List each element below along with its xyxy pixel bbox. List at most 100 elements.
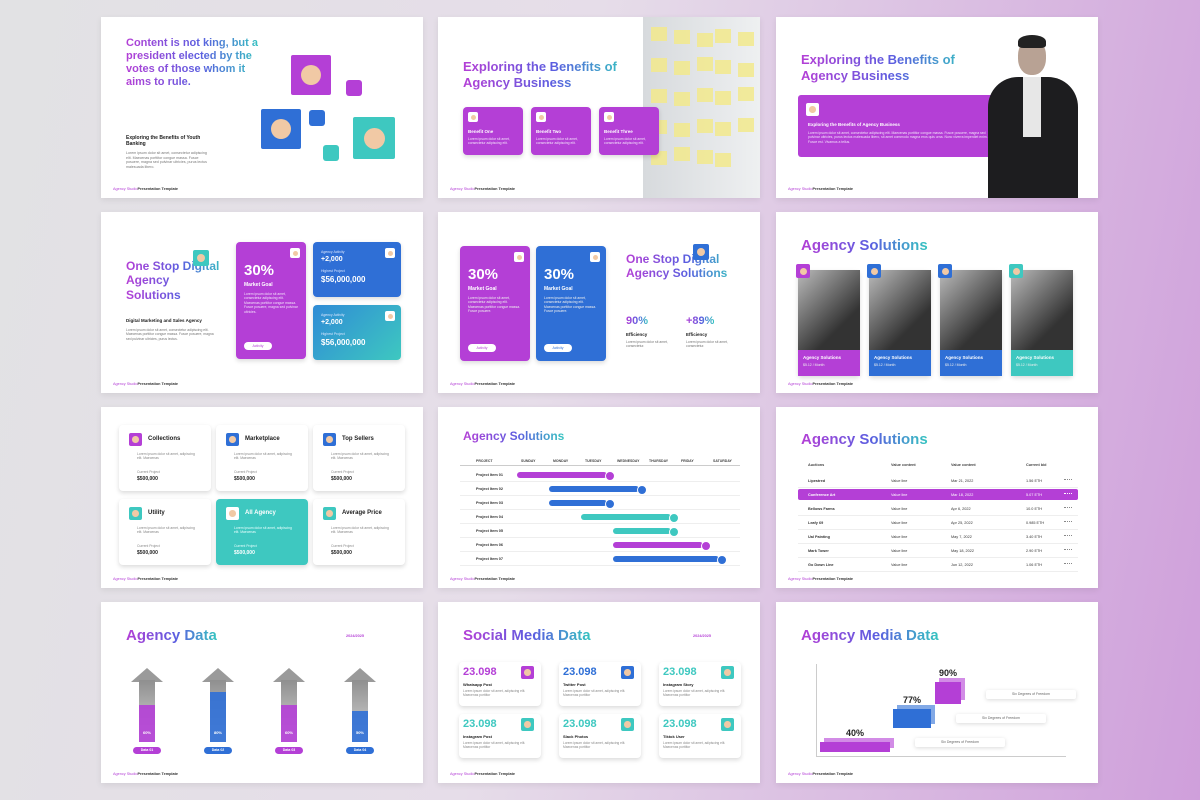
data-pill: Data 03 [275,747,303,754]
media-name: Whatsapp Post [463,682,492,687]
item-amount: $500,000 [331,550,352,556]
table-cell: Value line [891,535,908,539]
slide: Exploring the Benefits of Agency Busines… [776,17,1098,198]
icon-face [132,510,139,517]
row-rule [798,515,1078,516]
table-cell: 2.90 ETH [1026,549,1043,553]
column-header: MONDAY [553,459,569,463]
column-header: WEDNESDAY [617,459,640,463]
row-name: Project Item 07 [476,557,504,561]
row-rule [798,529,1078,530]
title: Agency Solutions [801,431,928,448]
fill-label: 60% [284,730,293,735]
arrow-head [131,668,163,682]
icon-face [132,436,139,443]
row-menu [1064,493,1072,496]
activity-label: Highest Project [321,269,345,273]
column-header: THURSDAY [649,459,669,463]
footer: Agency StudioPresentation Template [450,772,515,776]
icon [796,264,810,278]
header-rule [460,465,740,466]
sticky-note [738,87,754,101]
footer-label: Presentation Template [137,577,178,581]
item-body: Lorem ipsum dolor sit amet, adipiscing e… [331,452,389,461]
icon-face [624,721,631,728]
goal-label: Market Goal [544,286,573,292]
icon-face [724,669,731,676]
quote: Content is not king, but a president ele… [126,37,261,89]
banner: Exploring the Benefits of Agency Busines… [798,95,1003,157]
slide: Agency Solutions Auctions Value content Val… [776,407,1098,588]
media-body: Lorem ipsum dolor sit amet, adipiscing e… [663,689,726,698]
table-header: Value content [891,463,916,467]
table-cell: Value line [891,507,908,511]
slide: Agency Data 2024/2025 60% Data 01 80% Data 02… [101,602,423,783]
icon-face [941,267,949,275]
activity-kicker: Agency Activity [321,250,345,254]
card-body: Lorem ipsum dolor sit amet, consectetur … [468,137,510,146]
sticky-note [697,33,713,47]
table-cell: Go Down Line [808,563,834,567]
icon [721,666,734,679]
column-header: SUNDAY [521,459,536,463]
item-card: Average Price Lorem ipsum dolor sit amet,… [313,499,405,565]
solution-card: Agency Solutions $5.12 / Month [869,270,931,376]
media-card: 23.098 Instagram Story Lorem ipsum dolor s… [659,662,741,706]
table-header: Auctions [808,463,825,467]
note-box: Six Degrees of Freedom [986,690,1076,699]
card-body: Lorem ipsum dolor sit amet, consectetur … [536,137,578,146]
icon-face [271,119,291,139]
card-name: Agency Solutions [945,355,984,360]
icon [621,718,634,731]
row-rule [798,557,1078,558]
column-header: PROJECT [476,459,493,463]
row-name: Project Item 06 [476,543,504,547]
item-amount: $500,000 [137,476,158,482]
icon-face [363,127,385,149]
footer-brand: Agency Studio [113,187,138,191]
sticky-note [715,91,731,105]
icon [806,103,819,116]
icon [353,117,395,159]
solution-card: Agency Solutions $5.12 / Month [1011,270,1073,376]
card-price: $5.12 / Month [803,363,825,367]
media-name: Twitter Post [563,682,586,687]
icon-face [326,510,333,517]
table-cell: Lipestred [808,479,826,483]
footer: Agency StudioPresentation Template [113,382,178,386]
table-cell: Value line [891,563,908,567]
table-cell: 3.40 ETH [1026,535,1043,539]
table-cell: Value line [891,521,908,525]
icon-face [516,254,522,260]
card-body: Lorem ipsum dolor sit amet, consectetur … [604,137,646,146]
goal-card: 30% Market Goal Lorem ipsum dolor sit amet… [536,246,606,361]
icon [226,507,239,520]
media-value: 23.098 [563,718,597,730]
benefit-card: Benefit Two Lorem ipsum dolor sit amet, c… [531,107,591,155]
sticky-note [697,119,713,133]
photo [940,270,1002,350]
footer-brand: Agency Studio [113,382,138,386]
card-price: $5.12 / Month [945,363,967,367]
footer-label: Presentation Template [474,577,515,581]
row-rule [460,537,740,538]
footer-brand: Agency Studio [788,187,813,191]
row-menu [1064,507,1072,510]
sticky-note [651,27,667,41]
gantt-bar [613,528,671,534]
deco-square [323,145,339,161]
table-cell: Value line [891,493,908,497]
row-rule [798,571,1078,572]
icon [521,666,534,679]
footer-label: Presentation Template [474,382,515,386]
item-label: Current Project [234,544,257,548]
media-card: 23.098 Instagram Post Lorem ipsum dolor si… [459,714,541,758]
media-name: Slack Photos [563,734,589,739]
row-name: Project Item 03 [476,501,504,505]
slide: One Stop Digital Agency Solutions Digital… [101,212,423,393]
solution-card: Agency Solutions $5.12 / Month [940,270,1002,376]
footer-brand: Agency Studio [788,382,813,386]
sticky-note [651,58,667,72]
icon-face [326,436,333,443]
icon-face [870,267,878,275]
